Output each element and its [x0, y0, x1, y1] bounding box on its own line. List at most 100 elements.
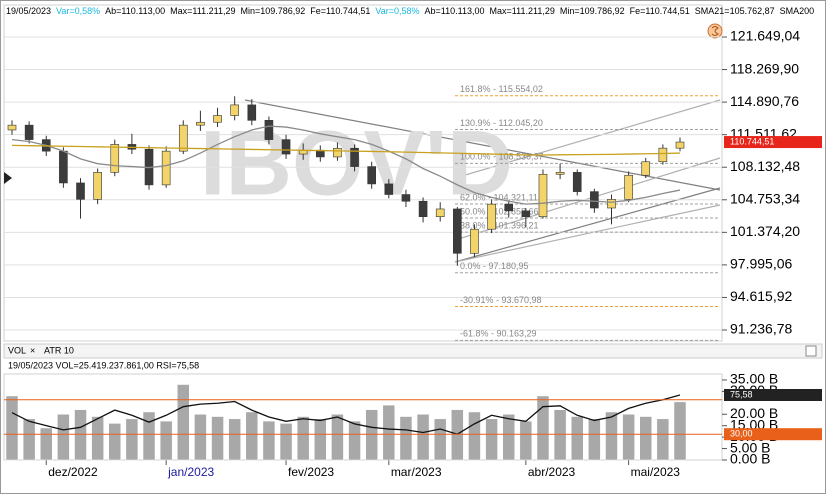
- panel-tabs: [3, 343, 823, 359]
- volume-bar: [433, 418, 447, 461]
- candle-body: [572, 172, 582, 192]
- y-tick-label: 104.753,34: [730, 190, 800, 206]
- header-item: SMA21=105.762,87: [695, 6, 775, 16]
- candle-body: [196, 121, 205, 126]
- volume-bar: [656, 418, 670, 461]
- volume-bar: [296, 416, 310, 461]
- header-item: Fe=110.744,51: [310, 6, 370, 16]
- candle-body: [435, 208, 445, 217]
- volume-bar: [536, 395, 550, 461]
- candle-body: [504, 203, 514, 212]
- x-tick-label: dez/2022: [48, 465, 98, 479]
- volume-bar: [211, 416, 224, 461]
- tab-close[interactable]: ×: [30, 345, 35, 355]
- volume-bar: [125, 418, 139, 461]
- candle-body: [555, 172, 565, 175]
- moving-average: [11, 125, 681, 205]
- x-tick-label: abr/2023: [528, 465, 576, 479]
- y-tick-label: 35.00 B: [730, 371, 778, 387]
- candle-body: [538, 173, 548, 217]
- candle-body: [76, 182, 85, 200]
- panel-tab[interactable]: ATR 10: [44, 345, 74, 355]
- moving-average: [11, 144, 681, 156]
- fib-label: 130.9% - 112.045,20: [460, 118, 543, 128]
- side-handle[interactable]: [4, 172, 12, 184]
- y-tick-label: 20.00 B: [730, 405, 778, 421]
- y-tick-label: 101.374,20: [730, 223, 800, 239]
- header-item: Var=0,58%: [56, 6, 100, 16]
- panel-info: 19/05/2023 VOL=25.419.237.861,00 RSI=75,…: [8, 360, 199, 370]
- candle-body: [7, 124, 17, 131]
- volume-bar: [605, 411, 618, 461]
- candle-body: [247, 104, 257, 121]
- maximize-button[interactable]: [805, 345, 817, 357]
- candle-body: [590, 191, 599, 209]
- channel-line: [454, 157, 721, 241]
- candle-body: [418, 200, 428, 217]
- volume-bar: [468, 411, 481, 461]
- panel-tab[interactable]: VOL: [8, 345, 26, 355]
- volume-bar: [40, 427, 53, 461]
- volume-bar: [74, 409, 87, 461]
- candle-body: [213, 115, 222, 123]
- y-tick-label: 121.649,04: [730, 28, 800, 44]
- volume-bar: [108, 423, 122, 461]
- header: 19/05/2023 Var=0,58% Ab=110.113,00 Max=111.…: [6, 6, 814, 16]
- y-tick-label: 114.890,76: [730, 93, 799, 109]
- volume-bar: [57, 414, 70, 461]
- volume-bar: [639, 416, 652, 461]
- candle-body: [384, 183, 394, 195]
- volume-bar: [159, 420, 173, 461]
- trendline: [454, 187, 721, 263]
- rsi-line: [11, 394, 681, 435]
- fib-label: 38.0% - 101.396,21: [460, 221, 539, 231]
- volume-bar: [22, 418, 36, 461]
- candle-body: [470, 228, 479, 254]
- volume-bar: [91, 416, 104, 461]
- volume-bar: [348, 420, 361, 461]
- volume-bar: [588, 418, 601, 461]
- header-item: Min=109.786,92: [560, 6, 625, 16]
- fib-label: 62.0% - 104.321,11: [460, 192, 538, 202]
- fib-label: 161.8% - 115.554,02: [460, 84, 543, 94]
- candle-body: [487, 203, 496, 230]
- trendlines: [244, 99, 721, 263]
- candle-body: [59, 150, 68, 184]
- volume-bar: [502, 414, 515, 461]
- volume-bar: [399, 416, 413, 461]
- volume-bar: [142, 411, 156, 461]
- y-tick-label: 91.236,78: [730, 321, 792, 337]
- s-icon-glyph: [711, 26, 719, 36]
- volume-bar: [194, 414, 207, 461]
- header-item: SMA200: [780, 6, 815, 16]
- candle-body: [333, 147, 342, 158]
- volume-bar: [177, 384, 190, 461]
- volume-bar: [279, 423, 293, 461]
- volume-bar: [416, 414, 430, 461]
- candle-body: [161, 150, 171, 186]
- candle-body: [675, 141, 685, 149]
- volume-bar: [622, 414, 635, 461]
- y-tick-label: 0.00 B: [730, 451, 770, 467]
- candle-body: [401, 194, 411, 202]
- volume-bar: [673, 401, 687, 461]
- fib-label: 50.0% - 102.858,66: [460, 206, 539, 216]
- candle-body: [658, 147, 668, 163]
- y-tick-label: 108.132,48: [730, 158, 800, 174]
- volume-bar: [314, 418, 327, 461]
- header-item: Ab=110.113,00: [425, 6, 485, 16]
- volume-bar: [365, 409, 378, 461]
- header-item: 19/05/2023: [6, 6, 51, 16]
- y-tick-label: 118.269,90: [730, 60, 799, 76]
- candle-body: [367, 166, 376, 185]
- candle-body: [110, 144, 120, 173]
- volume-bar: [553, 409, 567, 461]
- candle-body: [178, 124, 188, 152]
- candle-body: [624, 174, 633, 200]
- candle-body: [350, 147, 359, 167]
- volume-bar: [382, 404, 396, 461]
- volume-bar: [331, 414, 344, 461]
- fib-label: 0.0% - 97.180,95: [460, 261, 529, 271]
